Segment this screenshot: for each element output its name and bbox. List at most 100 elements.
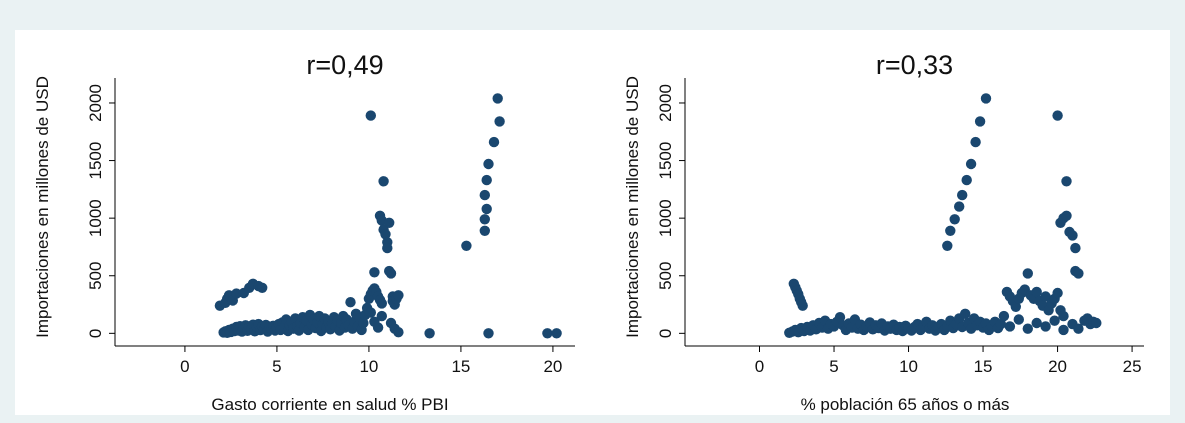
y-tick-label: 1500	[656, 142, 675, 180]
scatter-point	[1010, 301, 1021, 312]
y-tick-label: 2000	[656, 84, 675, 122]
scatter-point	[834, 312, 846, 323]
scatter-point	[1070, 242, 1081, 254]
scatter-point	[974, 116, 986, 127]
scatter-point	[494, 116, 505, 127]
scatter-points	[214, 93, 562, 339]
scatter-point	[1031, 317, 1042, 329]
scatter-point	[1013, 314, 1024, 325]
scatter-point	[1022, 268, 1033, 279]
scatter-point	[365, 110, 376, 121]
scatter-point	[797, 300, 808, 311]
scatter-point	[376, 298, 387, 309]
x-tick-label: 5	[829, 357, 838, 376]
x-tick-label: 25	[1123, 357, 1142, 376]
y-tick-label: 1000	[656, 199, 675, 237]
x-tick-label: 20	[543, 357, 562, 376]
scatter-point	[483, 328, 494, 339]
scatter-point	[998, 310, 1010, 322]
scatter-point	[378, 176, 389, 187]
scatter-point	[970, 136, 981, 148]
chart-background	[15, 30, 1170, 415]
scatter-point	[1004, 321, 1016, 332]
scatter-point	[393, 327, 404, 338]
x-tick-label: 20	[1048, 357, 1067, 376]
y-tick-label: 0	[86, 329, 105, 338]
x-tick-label: 0	[755, 357, 764, 376]
scatter-point	[1040, 291, 1051, 302]
x-tick-label: 15	[451, 357, 470, 376]
x-axis-label: % población 65 años o más	[801, 395, 1010, 414]
scatter-point	[382, 242, 393, 254]
scatter-point	[483, 158, 494, 170]
scatter-point	[1031, 286, 1042, 298]
scatter-point	[1073, 323, 1084, 334]
scatter-point	[461, 240, 472, 251]
scatter-point	[1091, 317, 1102, 329]
scatter-point	[372, 322, 384, 333]
scatter-point	[492, 93, 503, 104]
x-tick-label: 10	[359, 357, 378, 376]
scatter-point	[231, 288, 242, 299]
scatter-point	[385, 268, 397, 279]
x-axis-label: Gasto corriente en salud % PBI	[211, 395, 448, 414]
scatter-point	[1022, 323, 1033, 334]
scatter-point	[358, 317, 369, 329]
scatter-point	[1067, 230, 1078, 241]
scatter-point	[393, 290, 404, 301]
chart-title: r=0,33	[876, 50, 953, 80]
panel-1: r=0,49 0 500 1000 1500 2000 0 5 10 15 20 Gasto corr…	[33, 50, 575, 414]
scatter-point	[960, 308, 971, 319]
scatter-point	[954, 201, 965, 212]
scatter-point	[1061, 176, 1072, 187]
scatter-point	[369, 267, 380, 278]
y-tick-label: 500	[656, 262, 675, 290]
scatter-point	[961, 174, 972, 186]
y-tick-label: 1000	[86, 199, 105, 237]
scatter-point	[945, 225, 956, 236]
scatter-point	[1040, 321, 1051, 332]
y-tick-label: 1500	[86, 142, 105, 180]
chart-title: r=0,49	[306, 50, 383, 80]
scatter-point	[380, 229, 391, 240]
scatter-point	[1049, 315, 1060, 326]
scatter-point	[1073, 268, 1084, 279]
scatter-point	[1058, 324, 1069, 336]
scatter-point	[479, 214, 490, 225]
scatter-point	[479, 189, 490, 201]
scatter-point	[957, 189, 968, 201]
y-tick-label: 0	[656, 329, 675, 338]
x-tick-label: 0	[180, 357, 189, 376]
scatter-point	[1052, 287, 1063, 299]
scatter-point	[345, 297, 356, 308]
x-tick-label: 10	[899, 357, 918, 376]
y-tick-label: 2000	[86, 84, 105, 122]
y-axis-label: Importaciones en millones de USD	[33, 76, 52, 338]
scatter-point	[424, 328, 435, 339]
scatter-point	[542, 328, 553, 339]
scatter-point	[942, 240, 953, 251]
scatter-point	[384, 217, 395, 228]
scatter-point	[481, 174, 492, 186]
scatter-point	[551, 328, 562, 339]
scatter-point	[980, 93, 992, 104]
x-tick-label: 5	[272, 357, 281, 376]
scatter-point	[995, 318, 1007, 330]
y-axis-label: Importaciones en millones de USD	[623, 76, 642, 338]
scatter-point	[1061, 210, 1072, 221]
scatter-point	[481, 203, 492, 215]
panel-2: r=0,33 0 500 1000 1500 2000 0 5 10 15 20 25 % poblac…	[623, 50, 1144, 414]
scatter-point	[479, 225, 490, 236]
scatter-point	[949, 214, 960, 225]
y-tick-label: 500	[86, 262, 105, 290]
scatter-points	[784, 93, 1102, 338]
scatter-point	[1052, 110, 1063, 121]
scatter-point	[488, 136, 500, 148]
scatter-point	[376, 310, 387, 322]
scatter-point	[365, 307, 376, 318]
scatter-point	[1058, 310, 1069, 322]
scatter-point	[965, 158, 977, 170]
x-tick-label: 15	[974, 357, 993, 376]
